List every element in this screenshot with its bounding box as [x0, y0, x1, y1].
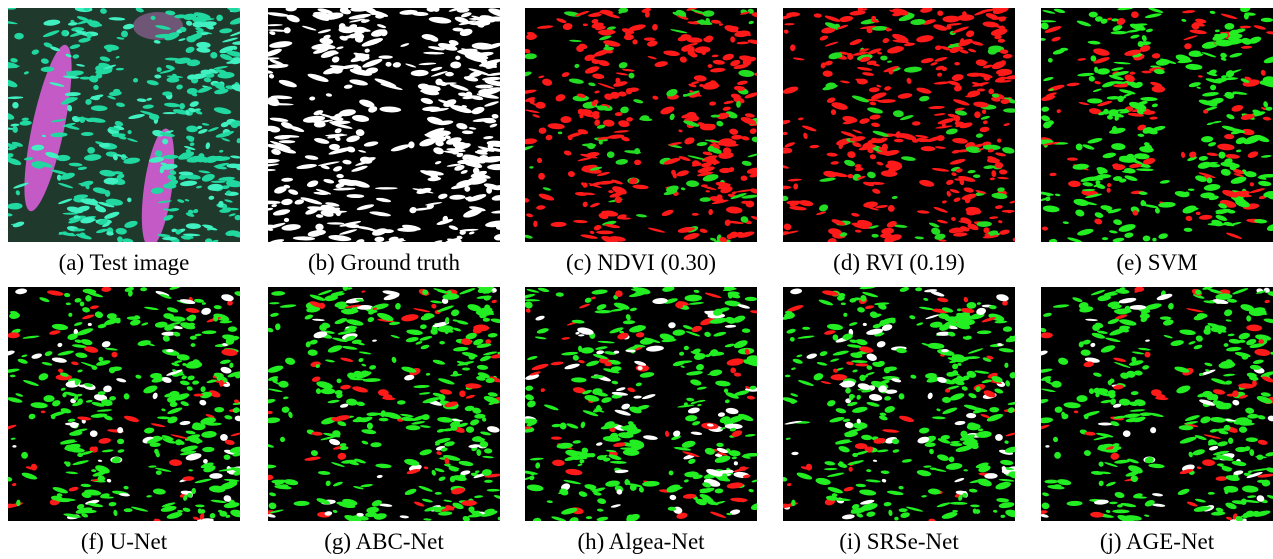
caption: (a) Test image — [0, 250, 253, 276]
caption: (j) AGE-Net — [1028, 529, 1273, 555]
texture — [385, 62, 391, 67]
panel: (i) SRSe-Net — [770, 287, 1028, 555]
texture — [1210, 85, 1216, 91]
texture — [1094, 388, 1108, 394]
texture — [728, 292, 733, 299]
texture — [321, 388, 335, 394]
panel-image — [268, 8, 500, 242]
texture — [857, 79, 868, 85]
texture — [163, 183, 176, 188]
texture — [329, 144, 340, 150]
texture — [156, 470, 162, 475]
texture — [435, 492, 442, 495]
texture — [952, 364, 958, 370]
caption: (e) SVM — [1028, 250, 1273, 276]
caption: (b) Ground truth — [255, 250, 513, 276]
texture — [605, 362, 612, 367]
texture — [378, 55, 392, 58]
caption: (h) Algea-Net — [512, 529, 770, 555]
texture — [1203, 110, 1208, 114]
texture — [466, 426, 474, 432]
panel-image — [8, 287, 240, 521]
texture — [227, 163, 240, 168]
caption: (i) SRSe-Net — [770, 529, 1028, 555]
texture — [723, 147, 731, 153]
texture — [892, 439, 899, 445]
texture — [1208, 492, 1215, 495]
texture — [634, 160, 641, 166]
caption: (f) U-Net — [0, 529, 253, 555]
caption: (g) ABC-Net — [255, 529, 513, 555]
texture — [692, 213, 699, 216]
panel: (b) Ground truth — [255, 8, 513, 276]
texture — [945, 389, 950, 393]
panel-image — [1041, 8, 1273, 242]
panel: (a) Test image — [0, 8, 253, 276]
panel: (c) NDVI (0.30) — [512, 8, 770, 276]
panel: (e) SVM — [1028, 8, 1273, 276]
texture — [1239, 426, 1247, 432]
panel-image — [8, 8, 240, 242]
caption: (c) NDVI (0.30) — [512, 250, 770, 276]
panel-image — [783, 8, 1015, 242]
panel: (j) AGE-Net — [1028, 287, 1273, 555]
panel-image — [525, 287, 757, 521]
panel-image — [268, 287, 500, 521]
panel-image — [525, 8, 757, 242]
panel: (d) RVI (0.19) — [770, 8, 1028, 276]
panel: (f) U-Net — [0, 287, 253, 555]
texture — [1244, 13, 1249, 20]
texture — [578, 109, 592, 115]
panel-image — [1041, 287, 1273, 521]
panel: (h) Algea-Net — [512, 287, 770, 555]
panel-image — [783, 287, 1015, 521]
texture — [880, 56, 887, 61]
texture — [162, 237, 177, 241]
panel: (g) ABC-Net — [255, 287, 513, 555]
caption: (d) RVI (0.19) — [770, 250, 1028, 276]
image-background — [783, 287, 1015, 521]
texture — [117, 439, 124, 445]
texture — [408, 141, 414, 148]
texture — [1089, 12, 1098, 18]
